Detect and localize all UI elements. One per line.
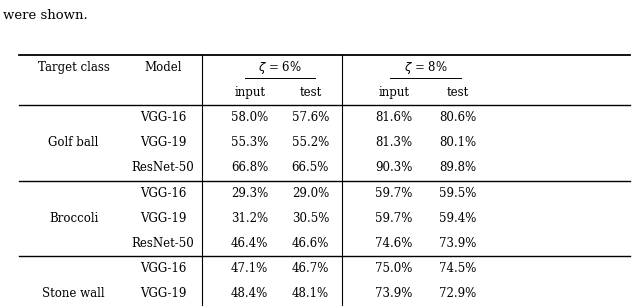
Text: were shown.: were shown. xyxy=(3,9,88,22)
Text: 47.1%: 47.1% xyxy=(231,262,268,275)
Text: 55.3%: 55.3% xyxy=(231,136,268,149)
Text: 48.1%: 48.1% xyxy=(292,287,329,300)
Text: Target class: Target class xyxy=(38,61,109,74)
Text: 55.2%: 55.2% xyxy=(292,136,329,149)
Text: 80.1%: 80.1% xyxy=(439,136,476,149)
Text: 46.4%: 46.4% xyxy=(231,237,268,250)
Text: VGG-16: VGG-16 xyxy=(140,262,186,275)
Text: 74.6%: 74.6% xyxy=(375,237,412,250)
Text: 90.3%: 90.3% xyxy=(375,162,412,174)
Text: input: input xyxy=(234,86,265,99)
Text: 59.5%: 59.5% xyxy=(439,187,476,200)
Text: input: input xyxy=(378,86,409,99)
Text: 58.0%: 58.0% xyxy=(231,111,268,124)
Text: $\zeta$ = 6%: $\zeta$ = 6% xyxy=(258,59,302,76)
Text: 57.6%: 57.6% xyxy=(292,111,329,124)
Text: Broccoli: Broccoli xyxy=(49,212,99,225)
Text: 74.5%: 74.5% xyxy=(439,262,476,275)
Text: 59.7%: 59.7% xyxy=(375,187,412,200)
Text: 29.3%: 29.3% xyxy=(231,187,268,200)
Text: $\zeta$ = 8%: $\zeta$ = 8% xyxy=(404,59,447,76)
Text: 29.0%: 29.0% xyxy=(292,187,329,200)
Text: 66.5%: 66.5% xyxy=(292,162,329,174)
Text: 89.8%: 89.8% xyxy=(439,162,476,174)
Text: ResNet-50: ResNet-50 xyxy=(132,237,195,250)
Text: 72.9%: 72.9% xyxy=(439,287,476,300)
Text: VGG-19: VGG-19 xyxy=(140,212,186,225)
Text: 30.5%: 30.5% xyxy=(292,212,329,225)
Text: 59.7%: 59.7% xyxy=(375,212,412,225)
Text: VGG-16: VGG-16 xyxy=(140,187,186,200)
Text: test: test xyxy=(300,86,321,99)
Text: 46.7%: 46.7% xyxy=(292,262,329,275)
Text: VGG-16: VGG-16 xyxy=(140,111,186,124)
Text: Stone wall: Stone wall xyxy=(42,287,105,300)
Text: 80.6%: 80.6% xyxy=(439,111,476,124)
Text: 81.3%: 81.3% xyxy=(375,136,412,149)
Text: 48.4%: 48.4% xyxy=(231,287,268,300)
Text: 66.8%: 66.8% xyxy=(231,162,268,174)
Text: ResNet-50: ResNet-50 xyxy=(132,162,195,174)
Text: test: test xyxy=(447,86,468,99)
Text: 75.0%: 75.0% xyxy=(375,262,412,275)
Text: 59.4%: 59.4% xyxy=(439,212,476,225)
Text: 73.9%: 73.9% xyxy=(375,287,412,300)
Text: 31.2%: 31.2% xyxy=(231,212,268,225)
Text: 81.6%: 81.6% xyxy=(375,111,412,124)
Text: VGG-19: VGG-19 xyxy=(140,287,186,300)
Text: 46.6%: 46.6% xyxy=(292,237,329,250)
Text: 73.9%: 73.9% xyxy=(439,237,476,250)
Text: Golf ball: Golf ball xyxy=(49,136,99,149)
Text: Model: Model xyxy=(145,61,182,74)
Text: VGG-19: VGG-19 xyxy=(140,136,186,149)
